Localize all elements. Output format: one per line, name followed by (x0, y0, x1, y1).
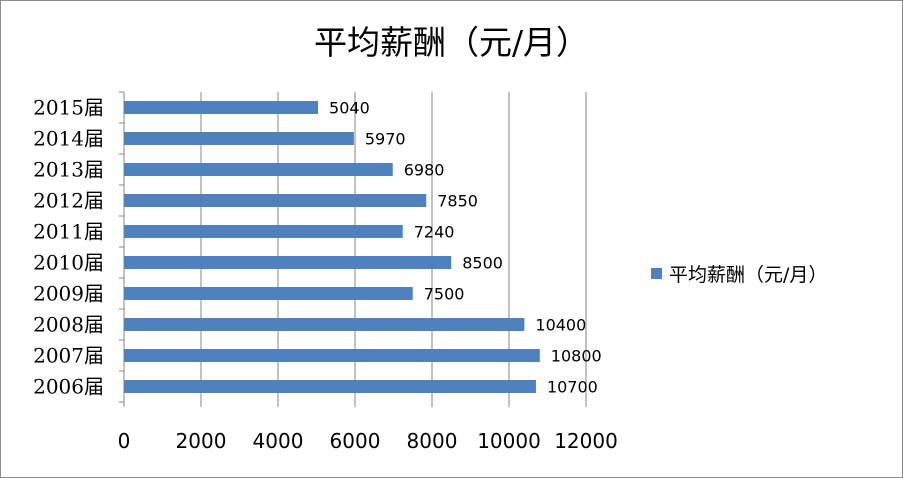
y-tick-label: 2013届 (33, 158, 104, 182)
x-tick-label: 12000 (554, 429, 618, 453)
bar (124, 287, 413, 300)
data-label: 6980 (404, 161, 445, 180)
y-tick-label: 2010届 (33, 251, 104, 275)
data-label: 7500 (424, 285, 465, 304)
bar (124, 132, 354, 145)
data-label: 10700 (547, 378, 598, 397)
bar (124, 380, 536, 393)
data-label: 8500 (462, 254, 503, 273)
legend-swatch (651, 268, 662, 279)
legend-label: 平均薪酬（元/月） (669, 264, 828, 286)
bar (124, 225, 403, 238)
chart-title: 平均薪酬（元/月） (313, 23, 590, 62)
data-label: 5040 (329, 99, 370, 118)
y-tick-label: 2009届 (33, 282, 104, 306)
y-tick-label: 2007届 (33, 344, 104, 368)
bar (124, 163, 393, 176)
data-label: 10800 (551, 347, 602, 366)
bar (124, 194, 427, 207)
bar (124, 349, 540, 362)
x-tick-label: 6000 (330, 429, 381, 453)
data-label: 10400 (535, 316, 586, 335)
x-tick-label: 0 (118, 429, 131, 453)
data-label: 5970 (365, 130, 406, 149)
y-tick-label: 2014届 (33, 127, 104, 151)
y-tick-label: 2012届 (33, 189, 104, 213)
bar (124, 318, 525, 331)
y-tick-label: 2006届 (33, 375, 104, 399)
data-label: 7240 (414, 223, 455, 242)
x-tick-label: 4000 (253, 429, 304, 453)
y-tick-label: 2015届 (33, 96, 104, 120)
bar (124, 101, 319, 114)
y-tick-label: 2011届 (33, 220, 104, 244)
legend: 平均薪酬（元/月） (651, 260, 827, 287)
x-tick-label: 8000 (407, 429, 458, 453)
bar (124, 256, 452, 269)
y-tick-label: 2008届 (33, 313, 104, 337)
x-tick-label: 2000 (176, 429, 227, 453)
x-tick-label: 10000 (477, 429, 541, 453)
data-label: 7850 (437, 192, 478, 211)
